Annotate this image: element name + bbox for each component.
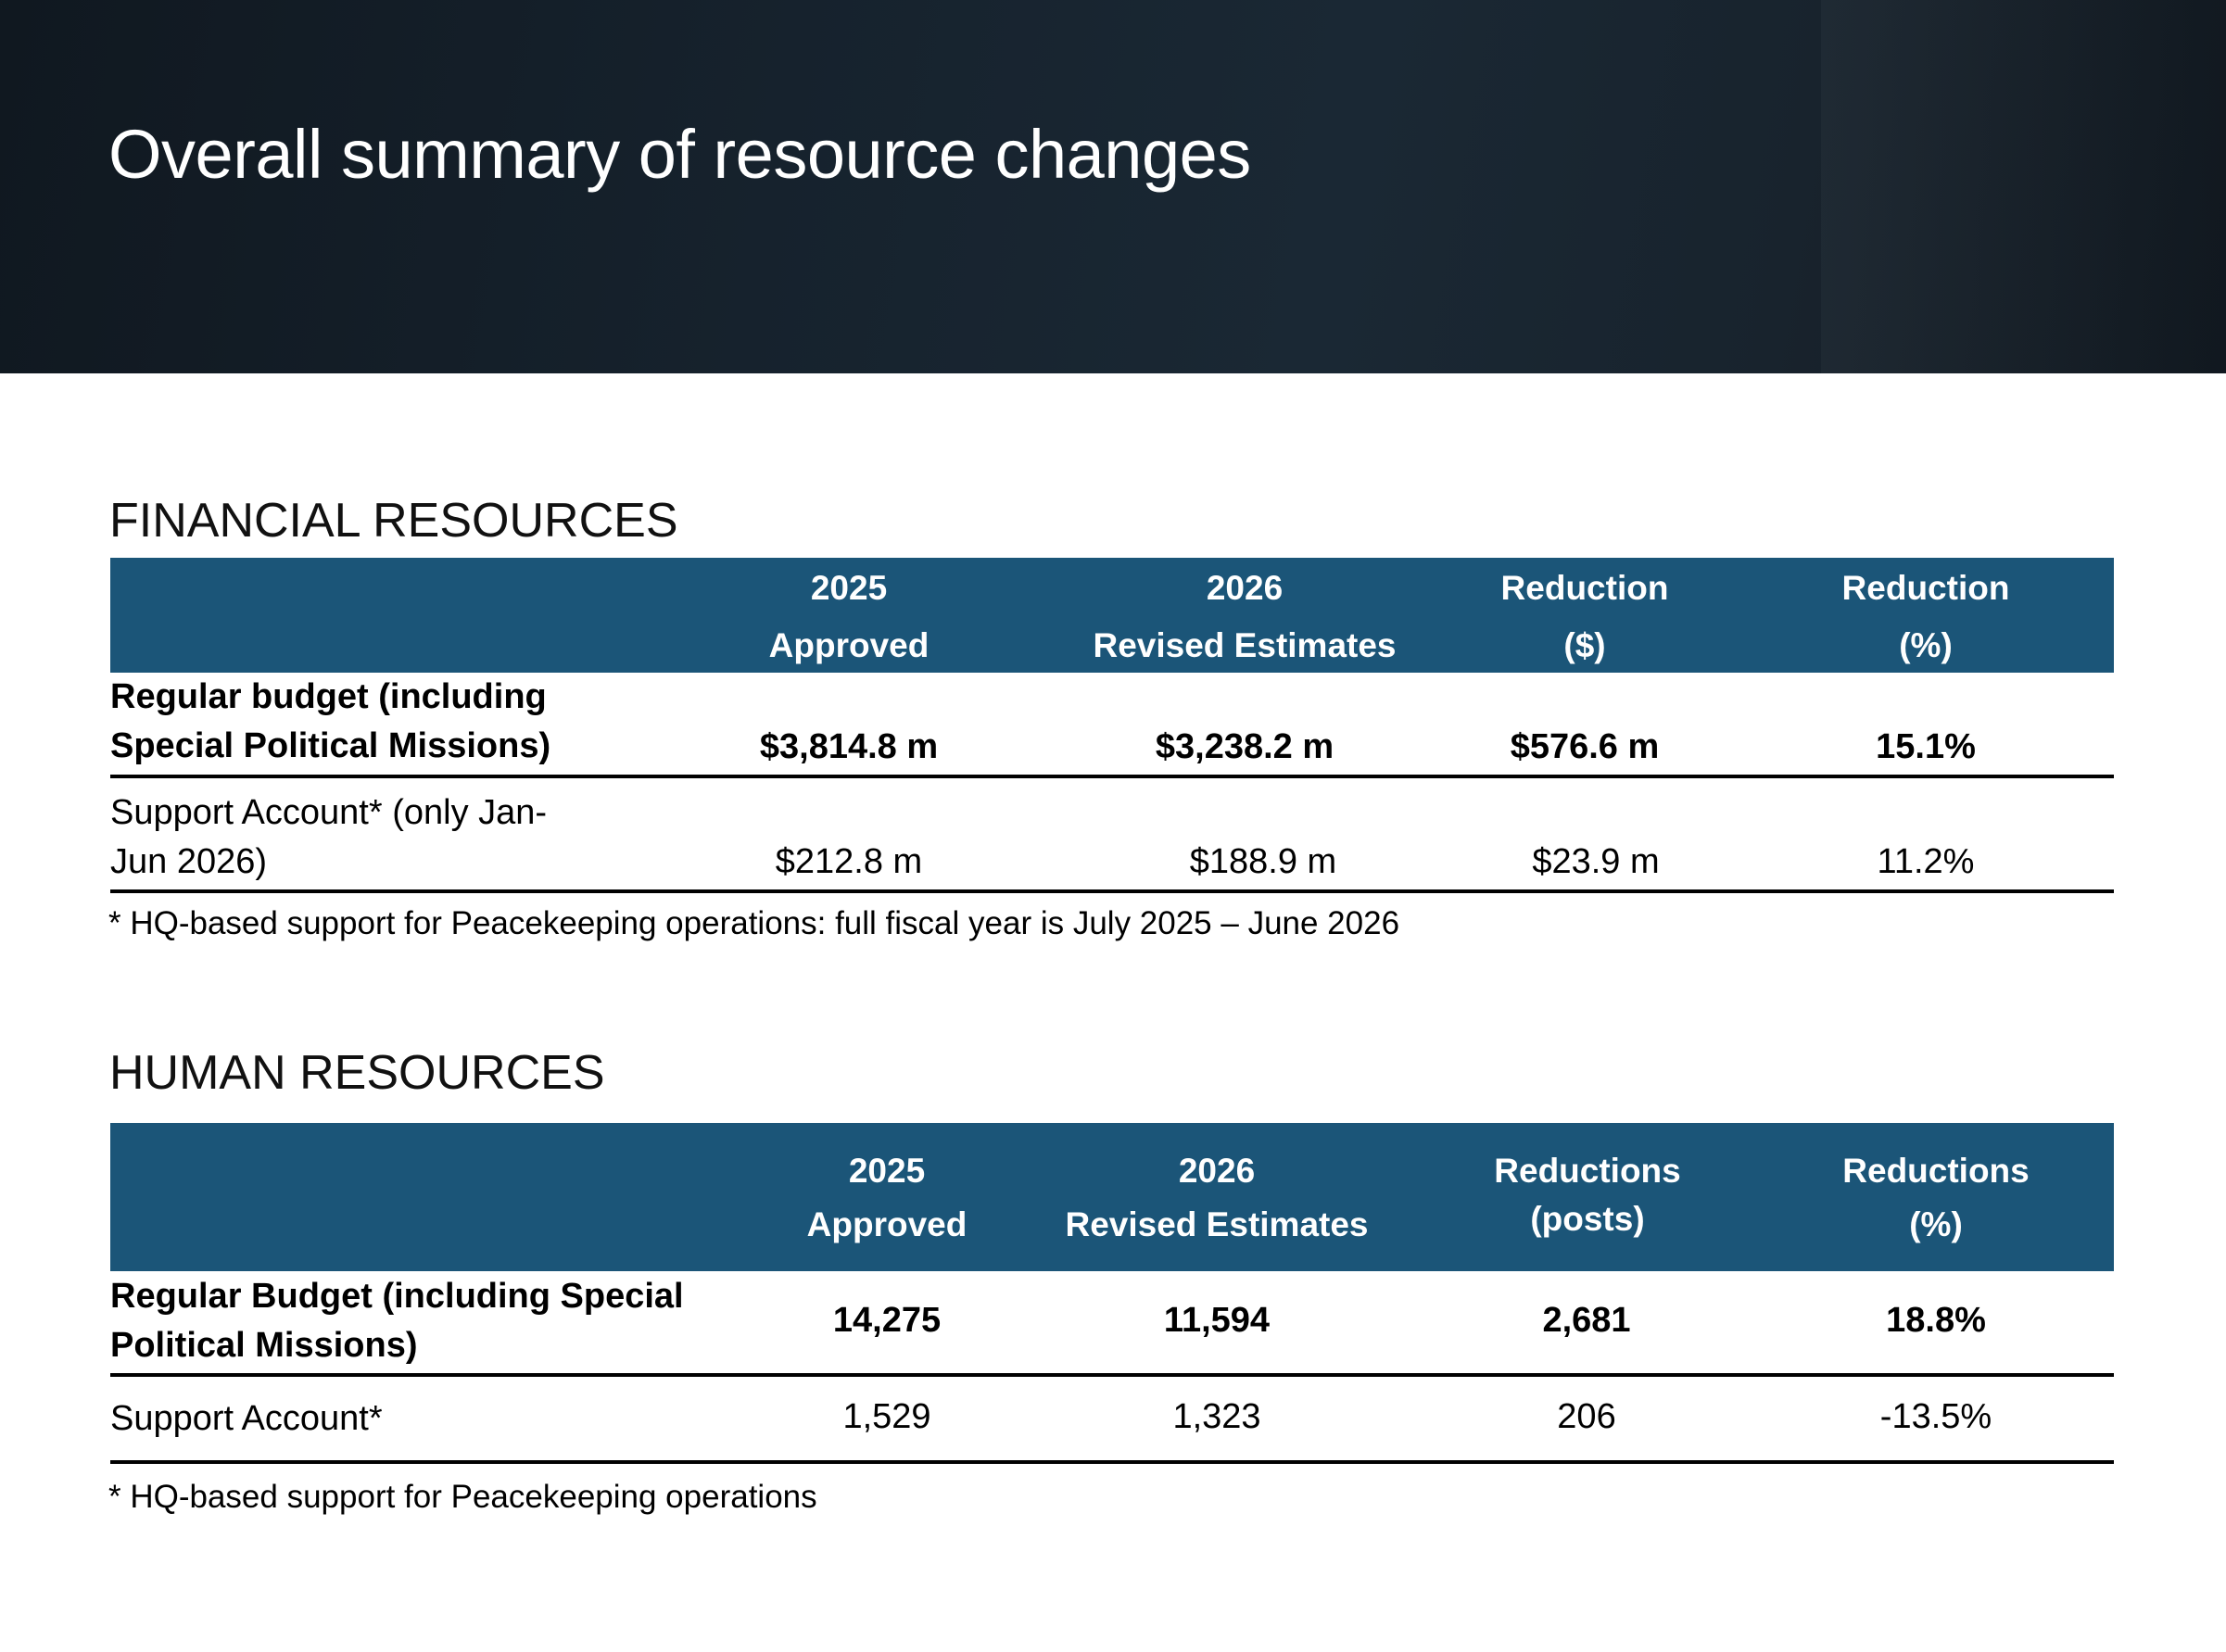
financial-table-header: 2025 Approved 2026 Revised Estimates Red…: [110, 558, 2114, 673]
fin-header-reduction-usd-unit: ($): [1563, 626, 1606, 664]
fin-row-regular-reduction-pct: 15.1%: [1876, 727, 1976, 766]
hr-row-divider: [110, 1373, 2114, 1377]
fin-row-regular-reduction-usd: $576.6 m: [1510, 727, 1660, 766]
hr-row-support-label: Support Account*: [110, 1394, 383, 1444]
financial-footnote: * HQ-based support for Peacekeeping oper…: [108, 905, 1400, 941]
fin-row-support-2026: $188.9 m: [1189, 842, 1337, 881]
hr-header-2025-approved: Approved: [806, 1205, 968, 1243]
fin-header-reduction-usd: Reduction: [1500, 569, 1669, 607]
hr-header-reductions-posts: Reductions: [1494, 1152, 1681, 1190]
hr-row-support-2025: 1,529: [842, 1397, 931, 1436]
hr-row-support-reductions: 206: [1557, 1397, 1616, 1436]
hr-header-reductions-pct-unit: (%): [1909, 1205, 1963, 1243]
hr-row-regular-reductions-pct: 18.8%: [1886, 1301, 1986, 1340]
fin-header-2025-year: 2025: [810, 569, 888, 607]
fin-row-support-label-line2: Jun 2026): [110, 842, 268, 881]
fin-header-2025-approved: Approved: [768, 626, 930, 664]
fin-row-support-label-line1: Support Account* (only Jan-: [110, 793, 548, 832]
hr-row-support-2026: 1,323: [1172, 1397, 1261, 1436]
fin-row-regular-2026: $3,238.2 m: [1155, 727, 1334, 766]
fin-row-regular-label-line2: Special Political Missions): [110, 726, 551, 765]
hr-row-regular-label: Regular Budget (including Special Politi…: [110, 1272, 684, 1370]
fin-row-divider: [110, 775, 2114, 778]
hr-row-support-label-line1: Support Account*: [110, 1399, 383, 1438]
fin-row-regular-label-line1: Regular budget (including: [110, 677, 547, 716]
hr-row-regular-2025: 14,275: [832, 1301, 942, 1340]
fin-header-2026-revised: Revised Estimates: [1093, 626, 1397, 664]
hr-row-regular-label-line1: Regular Budget (including Special: [110, 1277, 684, 1316]
hr-table-bottom-rule: [110, 1460, 2114, 1464]
hr-row-regular-label-line2: Political Missions): [110, 1326, 418, 1365]
hr-row-regular-2026: 11,594: [1163, 1301, 1271, 1340]
human-section-title: HUMAN RESOURCES: [109, 1046, 605, 1100]
hr-row-regular-reductions: 2,681: [1542, 1301, 1631, 1340]
hr-header-2026-year: 2026: [1178, 1152, 1256, 1190]
hr-header-reductions-posts-unit: (posts): [1530, 1200, 1645, 1238]
fin-row-regular-2025: $3,814.8 m: [759, 727, 939, 766]
financial-section-title: FINANCIAL RESOURCES: [109, 494, 678, 548]
fin-row-support-2025: $212.8 m: [775, 842, 923, 881]
hr-header-2025-year: 2025: [848, 1152, 926, 1190]
fin-row-support-reduction-pct: 11.2%: [1877, 842, 1975, 881]
fin-row-support-reduction-usd: $23.9 m: [1532, 842, 1660, 881]
fin-header-reduction-pct: Reduction: [1841, 569, 2010, 607]
fin-table-bottom-rule: [110, 889, 2114, 893]
header-sheen: [1821, 0, 2226, 373]
fin-header-2026-year: 2026: [1206, 569, 1284, 607]
hr-header-2026-revised: Revised Estimates: [1065, 1205, 1369, 1243]
fin-header-reduction-pct-unit: (%): [1899, 626, 1953, 664]
hr-row-support-reductions-pct: -13.5%: [1879, 1397, 1992, 1436]
human-table-header: 2025 Approved 2026 Revised Estimates Red…: [110, 1123, 2114, 1271]
fin-row-regular-label: Regular budget (including Special Politi…: [110, 673, 550, 771]
page-title: Overall summary of resource changes: [108, 116, 1251, 193]
header-banner: Overall summary of resource changes: [0, 0, 2226, 373]
fin-row-support-label: Support Account* (only Jan- Jun 2026): [110, 788, 547, 887]
hr-header-reductions-pct: Reductions: [1842, 1152, 2030, 1190]
human-footnote: * HQ-based support for Peacekeeping oper…: [108, 1479, 817, 1515]
